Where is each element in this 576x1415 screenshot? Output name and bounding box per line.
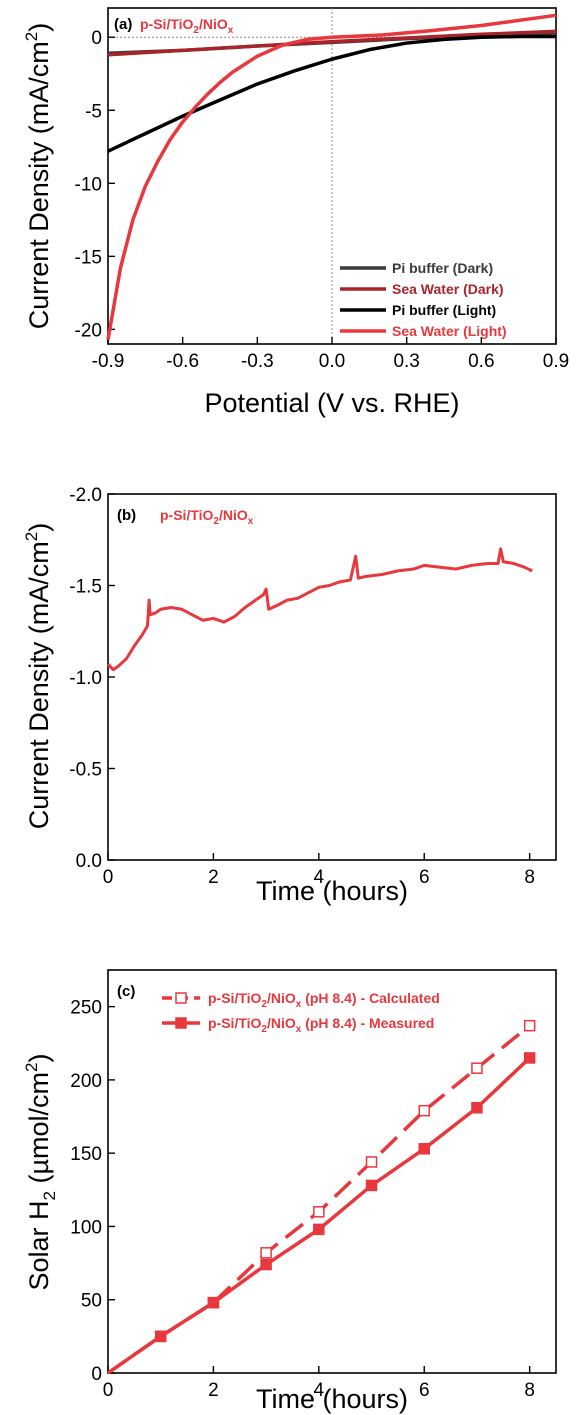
- x-tick-label: 6: [419, 1380, 430, 1401]
- legend-label: Sea Water (Light): [392, 323, 507, 339]
- y-tick-label: -20: [75, 320, 102, 341]
- calculated-point-marker: [260, 1247, 272, 1259]
- legend-label: Pi buffer (Light): [392, 302, 496, 318]
- panel-b-x-axis-title: Time (hours): [256, 876, 408, 906]
- x-tick-label: 6: [419, 867, 430, 888]
- y-tick-label: 0: [91, 28, 102, 49]
- calculated-series-line: [107, 1024, 531, 1375]
- y-tick-label: 50: [81, 1291, 102, 1312]
- series-line: [106, 13, 557, 340]
- panel-a-sample-label: p-Si/TiO2/NiOx: [140, 16, 234, 36]
- y-tick-label: 100: [70, 1217, 102, 1238]
- measured-point-marker: [471, 1102, 483, 1114]
- panel-c-frame: [107, 969, 557, 1374]
- measured-point-marker: [154, 1330, 167, 1343]
- panel-b-frame: [107, 493, 557, 861]
- series-line: [107, 29, 557, 57]
- legend-label: p-Si/TiO2/NiOx (pH 8.4) - Calculated: [208, 990, 440, 1010]
- x-tick-label: 0.0: [319, 351, 345, 372]
- legend-swatch-marker: [175, 992, 187, 1004]
- x-tick-label: 2: [208, 867, 219, 888]
- x-tick-label: 0: [103, 1380, 114, 1401]
- legend-label: Pi buffer (Dark): [392, 260, 493, 276]
- measured-point-marker: [313, 1223, 325, 1236]
- measured-point-marker: [418, 1143, 430, 1155]
- x-tick-label: 0.3: [393, 351, 419, 372]
- calculated-point-marker: [418, 1104, 430, 1117]
- y-tick-label: 250: [70, 998, 102, 1019]
- x-tick-label: 0.9: [543, 351, 569, 372]
- calculated-point-marker: [313, 1206, 325, 1218]
- legend-swatch-marker: [175, 1017, 187, 1029]
- panel-b-chart: 0 2 4 6 8 0.0 -0.5 -1.0 -1.5 -2.0 (b) p-Si/TiO2/N…: [22, 485, 557, 906]
- calculated-point-marker: [365, 1156, 378, 1168]
- y-tick-label: 150: [70, 1144, 102, 1165]
- y-tick-label: -2.0: [69, 485, 102, 506]
- y-tick-label: -15: [75, 247, 102, 268]
- measured-point-marker: [260, 1258, 272, 1271]
- measured-point-marker: [365, 1179, 378, 1192]
- x-tick-label: 8: [524, 1380, 535, 1401]
- x-tick-label: 4: [314, 867, 325, 888]
- panel-c-legend: p-Si/TiO2/NiOx (pH 8.4) - Calculated p-Si…: [162, 990, 440, 1035]
- calculated-point-marker: [523, 1019, 536, 1032]
- y-tick-label: -1.0: [69, 668, 102, 689]
- y-tick-label: -10: [75, 174, 102, 195]
- measured-point-marker: [523, 1052, 536, 1064]
- x-tick-label: -0.6: [166, 351, 199, 372]
- panel-b-sample-label: p-Si/TiO2/NiOx: [160, 507, 254, 527]
- panel-a-x-axis-title: Potential (V vs. RHE): [204, 388, 459, 418]
- panel-b-y-axis-title: Current Density (mA/cm2): [22, 523, 54, 830]
- x-tick-label: 4: [314, 1380, 325, 1401]
- panel-c-chart: 0 2 4 6 8 0 50 100 150 200 250 (c) p-Si/TiO2/NiOx …: [22, 969, 557, 1414]
- panel-a-legend: Pi buffer (Dark) Sea Water (Dark) Pi buffe…: [340, 260, 507, 339]
- x-tick-label: 8: [524, 867, 535, 888]
- y-tick-label: -0.5: [69, 760, 102, 781]
- panel-b-label: (b): [117, 507, 136, 524]
- y-tick-label: 0: [91, 1364, 102, 1385]
- legend-label: p-Si/TiO2/NiOx (pH 8.4) - Measured: [208, 1015, 434, 1035]
- y-tick-label: -1.5: [69, 577, 102, 598]
- y-tick-label: 0.0: [76, 851, 102, 872]
- measured-point-marker: [207, 1296, 220, 1309]
- series-line: [107, 34, 556, 153]
- panel-a-y-axis-title: Current Density (mA/cm2): [22, 23, 54, 330]
- x-tick-label: 2: [208, 1380, 219, 1401]
- panel-a-label: (a): [114, 16, 132, 33]
- stability-series-line: [106, 547, 533, 672]
- x-tick-label: 0.6: [468, 351, 494, 372]
- x-tick-label: -0.9: [92, 351, 125, 372]
- panel-c-label: (c): [117, 983, 135, 1000]
- y-tick-label: 200: [70, 1071, 102, 1092]
- x-tick-label: -0.3: [241, 351, 274, 372]
- x-tick-label: 0: [103, 867, 114, 888]
- panel-c-x-axis-title: Time (hours): [256, 1384, 408, 1414]
- panel-a-chart: -0.9 -0.6 -0.3 0.0 0.3 0.6 0.9 0 -5 -10 -15 -20 (a)…: [22, 7, 569, 418]
- y-tick-label: -5: [85, 101, 102, 122]
- calculated-point-marker: [471, 1062, 483, 1074]
- panel-c-y-axis-title: Solar H2 (µmol/cm2): [22, 1053, 59, 1290]
- legend-label: Sea Water (Dark): [392, 281, 504, 297]
